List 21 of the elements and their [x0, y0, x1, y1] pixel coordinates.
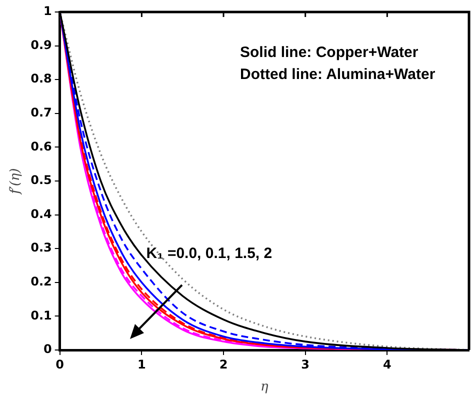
y-tick-label: 0.4: [30, 206, 52, 221]
y-axis-title: f′(η): [8, 168, 24, 195]
y-tick-label: 0.3: [30, 240, 52, 255]
y-tick-label: 0.9: [30, 38, 52, 52]
x-tick-label: 2: [219, 357, 228, 372]
x-tick-label: 1: [138, 357, 146, 372]
annotation: K₁ =0.0, 0.1, 1.5, 2: [146, 245, 272, 262]
x-tick-label: 0: [56, 357, 64, 372]
y-tick-label: 0.2: [30, 274, 52, 289]
x-tick-label: 4: [382, 357, 392, 372]
y-tick-label: 0.7: [30, 106, 52, 120]
y-tick-label: 0.8: [30, 72, 52, 86]
y-tick-label: 0.5: [30, 173, 52, 188]
annotation: Dotted line: Alumina+Water: [240, 66, 436, 83]
x-tick-label: 3: [301, 357, 310, 372]
y-tick-label: 0.6: [30, 139, 52, 154]
y-tick-label: 0: [44, 342, 52, 356]
y-tick-label: 1: [44, 4, 52, 18]
y-tick-label: 0.1: [30, 308, 52, 322]
x-axis-title: η: [260, 380, 269, 395]
annotation: Solid line: Copper+Water: [240, 44, 418, 61]
